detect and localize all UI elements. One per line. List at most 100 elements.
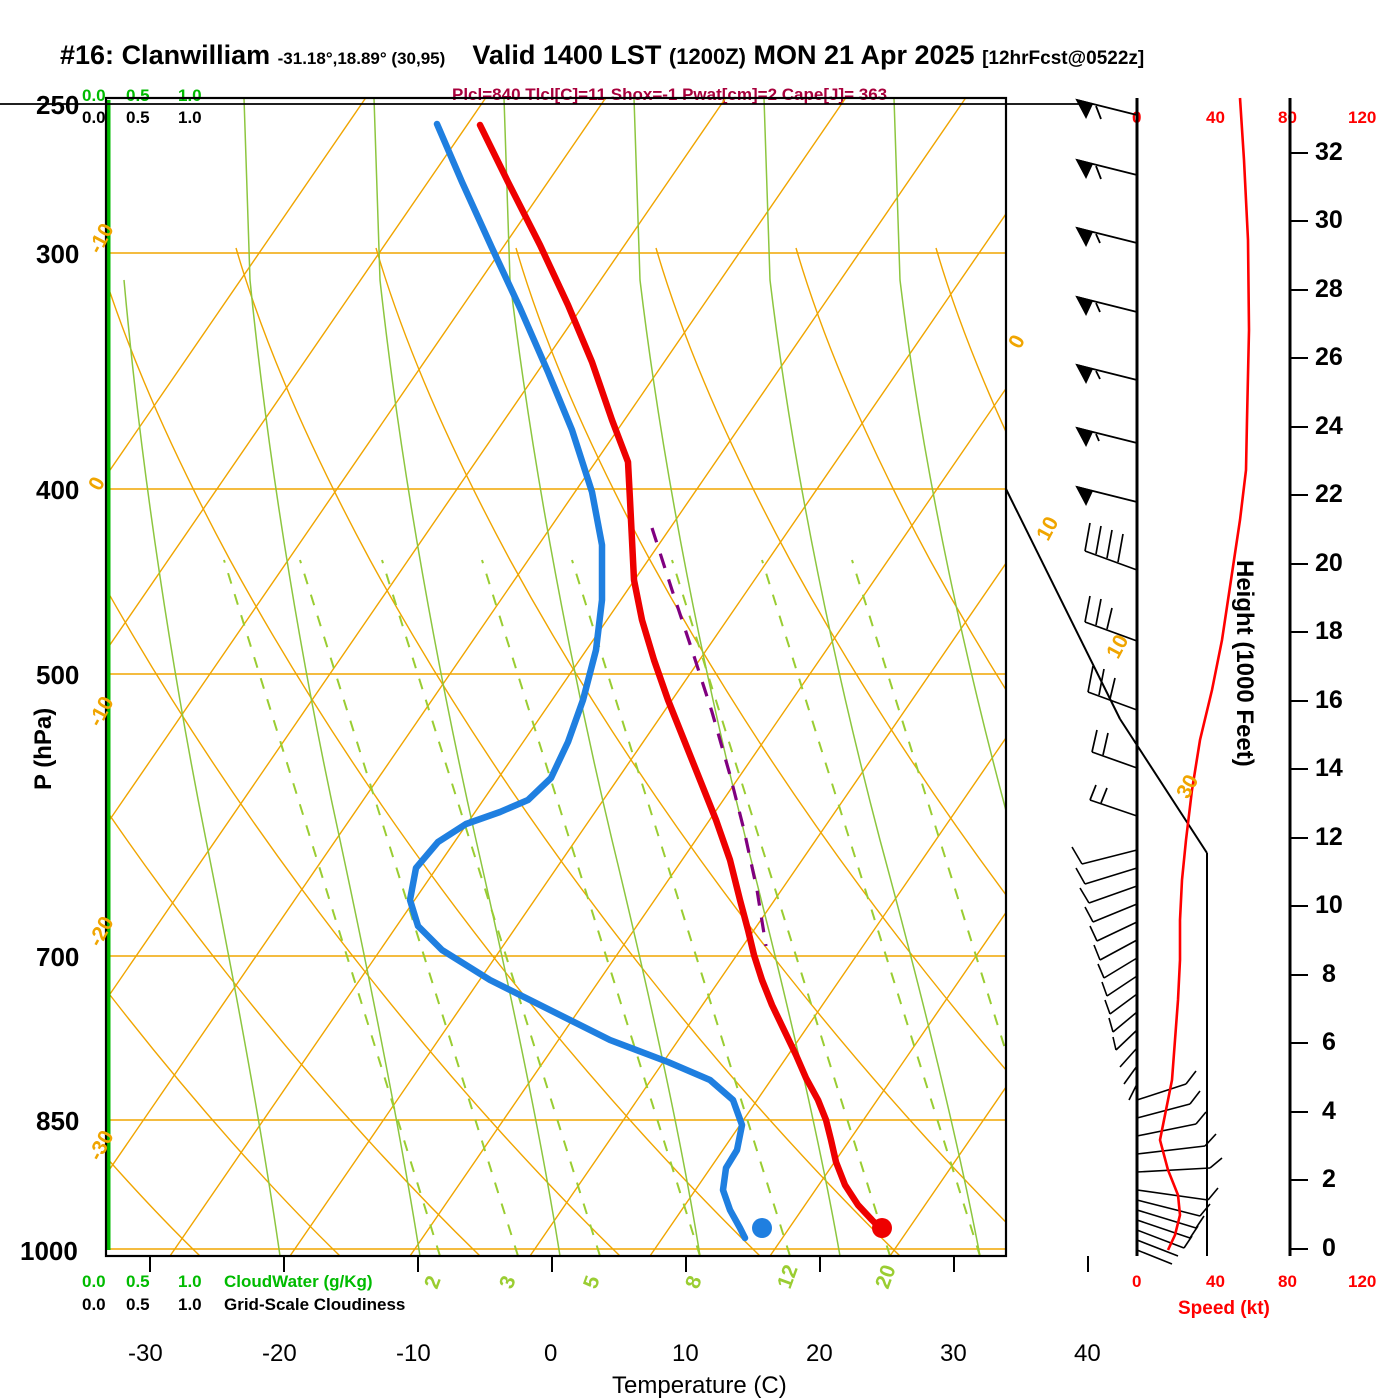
cloudwater-axis-label: CloudWater (g/Kg) — [224, 1272, 373, 1291]
pressure-axis-label: P (hPa) — [30, 707, 57, 790]
valid-date: MON 21 Apr 2025 — [753, 40, 975, 70]
height-tick-8: 8 — [1322, 960, 1336, 988]
cloudiness-scale-bottom: 0.0 0.5 1.0 Grid-Scale Cloudiness — [82, 1295, 405, 1315]
height-tick-16: 16 — [1315, 686, 1343, 714]
cloudiness-tick-1: 0.5 — [126, 108, 150, 127]
svg-text:12: 12 — [773, 1262, 803, 1292]
station-id: #16: — [60, 40, 115, 70]
pressure-tick-500: 500 — [36, 660, 80, 690]
temperature-axis-label: Temperature (C) — [612, 1372, 787, 1399]
speed-tick-bottom-1: 40 — [1206, 1272, 1225, 1291]
speed-tick-1: 40 — [1206, 108, 1225, 127]
speed-axis-label: Speed (kt) — [1178, 1298, 1270, 1319]
temperature-tick-20: 20 — [806, 1340, 833, 1367]
station-name: Clanwilliam — [121, 40, 271, 70]
temperature-tick--20: -20 — [262, 1340, 297, 1367]
svg-text:10: 10 — [1102, 631, 1133, 662]
cloudiness-axis-label: Grid-Scale Cloudiness — [224, 1295, 406, 1314]
cloudwater-scale-top: 0.0 0.5 1.0 — [82, 86, 202, 106]
height-tick-4: 4 — [1322, 1097, 1336, 1125]
svg-text:-10: -10 — [84, 693, 119, 731]
pressure-tick-400: 400 — [36, 475, 80, 505]
speed-tick-bottom-3: 120 — [1348, 1272, 1377, 1291]
skewt-grid — [106, 98, 1006, 1256]
svg-text:5: 5 — [579, 1273, 605, 1292]
dewpoint-curve — [406, 120, 749, 1242]
dry-adiabat-lines — [106, 247, 1006, 1256]
height-tick-2: 2 — [1322, 1165, 1336, 1193]
speed-tick-bottom-2: 80 — [1278, 1272, 1297, 1291]
moist-adiabat-lines — [123, 98, 1006, 1256]
sounding-parameters: Plcl=840 Tlcl[C]=11 Shox=-1 Pwat[cm]=2 C… — [452, 85, 888, 104]
wind-barbs — [0, 98, 1223, 1265]
cloudwater-tick-bottom-1: 0.5 — [126, 1272, 150, 1291]
height-axis-ticks — [1290, 152, 1308, 1250]
cloudiness-tick-bottom-0: 0.0 — [82, 1295, 106, 1314]
surface-temperature-marker — [872, 1218, 892, 1238]
height-tick-12: 12 — [1315, 823, 1343, 851]
svg-text:10: 10 — [1032, 513, 1063, 544]
svg-text:2: 2 — [420, 1273, 446, 1292]
cloudiness-tick-2: 1.0 — [178, 108, 202, 127]
cloudwater-tick-1: 0.5 — [126, 86, 150, 105]
mixing-ratio-lines — [223, 559, 1006, 1256]
svg-text:30: 30 — [1172, 771, 1203, 802]
pressure-tick-300: 300 — [36, 239, 80, 269]
cloudiness-scale-top: 0.0 0.5 1.0 — [82, 108, 202, 128]
cloudwater-tick-2: 1.0 — [178, 86, 202, 105]
valid-time: Valid 1400 LST — [472, 40, 662, 70]
height-tick-28: 28 — [1315, 275, 1343, 303]
temperature-axis-ticks — [149, 1256, 1089, 1272]
mixing-ratio-labels: 2 3 5 8 12 20 — [420, 1262, 901, 1292]
pressure-tick-850: 850 — [36, 1106, 80, 1136]
plot-frame — [104, 96, 1008, 1258]
svg-text:8: 8 — [681, 1273, 707, 1292]
surface-dewpoint-marker — [752, 1218, 772, 1238]
pressure-tick-1000: 1000 — [20, 1236, 78, 1266]
temperature-tick-40: 40 — [1074, 1340, 1101, 1367]
temperature-curve — [476, 121, 886, 1234]
speed-tick-2: 80 — [1278, 108, 1297, 127]
isotherm-labels: -10 0 -10 -20 -30 0 10 10 30 — [84, 220, 1203, 1165]
skew-boundary — [1005, 98, 1208, 1256]
cloudwater-tick-0: 0.0 — [82, 86, 106, 105]
temperature-tick-30: 30 — [940, 1340, 967, 1367]
height-tick-6: 6 — [1322, 1028, 1336, 1056]
temperature-tick-0: 0 — [544, 1340, 558, 1367]
height-tick-18: 18 — [1315, 617, 1343, 645]
speed-scale-bottom: 0 40 80 120 — [1132, 1272, 1376, 1292]
isobar-lines — [106, 252, 1006, 1250]
cloudiness-tick-0: 0.0 — [82, 108, 106, 127]
svg-text:-10: -10 — [84, 220, 119, 258]
temperature-tick--10: -10 — [396, 1340, 431, 1367]
height-tick-26: 26 — [1315, 343, 1343, 371]
cloudwater-tick-bottom-0: 0.0 — [82, 1272, 106, 1291]
temperature-tick--30: -30 — [128, 1340, 163, 1367]
height-tick-0: 0 — [1322, 1234, 1336, 1262]
height-tick-10: 10 — [1315, 891, 1343, 919]
height-tick-14: 14 — [1315, 754, 1343, 782]
svg-text:3: 3 — [495, 1273, 521, 1292]
svg-text:-30: -30 — [84, 1127, 119, 1165]
station-coords: -31.18°,18.89° (30,95) — [277, 49, 446, 68]
valid-utc: (1200Z) — [668, 44, 746, 69]
height-tick-30: 30 — [1315, 206, 1343, 234]
height-tick-20: 20 — [1315, 549, 1343, 577]
speed-tick-3: 120 — [1348, 108, 1377, 127]
forecast-tag: [12hrFcst@0522z] — [982, 48, 1145, 69]
height-axis-label: Height (1000 Feet) — [1231, 560, 1258, 767]
cloudwater-tick-bottom-2: 1.0 — [178, 1272, 202, 1291]
cloudiness-tick-bottom-1: 0.5 — [126, 1295, 150, 1314]
wind-speed-profile — [1158, 97, 1251, 1251]
height-tick-24: 24 — [1315, 412, 1343, 440]
parcel-curve — [650, 527, 768, 947]
svg-text:-20: -20 — [84, 913, 119, 951]
speed-tick-bottom-0: 0 — [1132, 1272, 1142, 1291]
cloudiness-tick-bottom-2: 1.0 — [178, 1295, 202, 1314]
pressure-tick-700: 700 — [36, 942, 80, 972]
height-tick-22: 22 — [1315, 480, 1343, 508]
pressure-tick-250: 250 — [36, 90, 80, 120]
cloudwater-scale-bottom: 0.0 0.5 1.0 CloudWater (g/Kg) — [82, 1272, 373, 1292]
height-tick-32: 32 — [1315, 138, 1343, 166]
